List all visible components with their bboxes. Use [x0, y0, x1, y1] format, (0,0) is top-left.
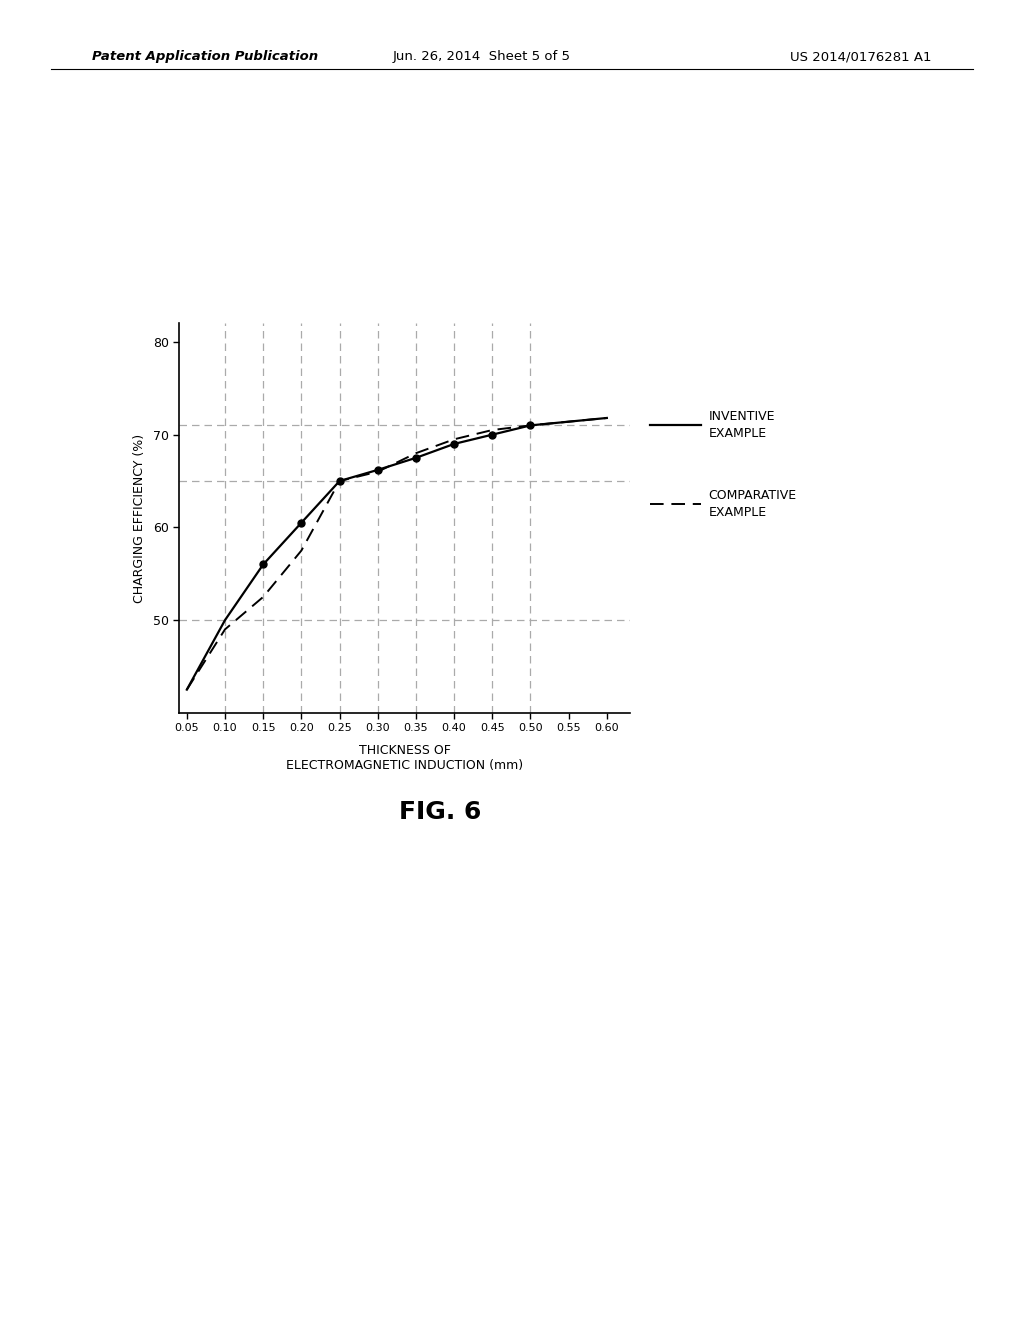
Y-axis label: CHARGING EFFICIENCY (%): CHARGING EFFICIENCY (%): [133, 433, 145, 603]
X-axis label: THICKNESS OF
ELECTROMAGNETIC INDUCTION (mm): THICKNESS OF ELECTROMAGNETIC INDUCTION (…: [286, 744, 523, 772]
Text: Patent Application Publication: Patent Application Publication: [92, 50, 318, 63]
Text: INVENTIVE
EXAMPLE: INVENTIVE EXAMPLE: [709, 411, 775, 440]
Text: Jun. 26, 2014  Sheet 5 of 5: Jun. 26, 2014 Sheet 5 of 5: [392, 50, 570, 63]
Text: US 2014/0176281 A1: US 2014/0176281 A1: [791, 50, 932, 63]
Text: FIG. 6: FIG. 6: [399, 800, 481, 824]
Text: COMPARATIVE
EXAMPLE: COMPARATIVE EXAMPLE: [709, 490, 797, 519]
